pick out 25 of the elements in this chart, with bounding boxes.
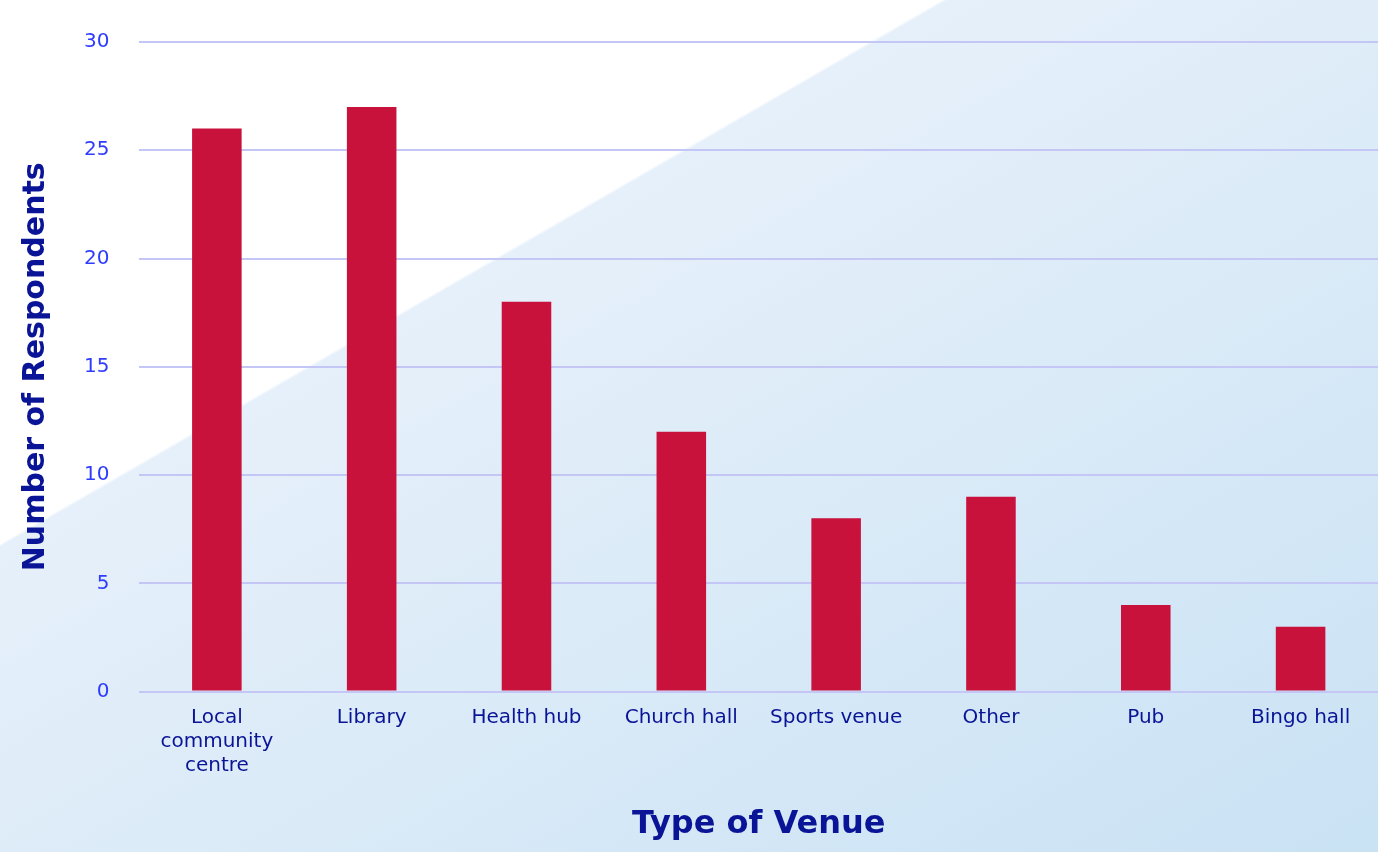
bar <box>501 301 552 691</box>
y-tick-label: 20 <box>84 244 110 269</box>
bar <box>1275 626 1326 691</box>
x-tick-label: Health hub <box>471 703 582 728</box>
y-tick-label: 5 <box>96 569 110 594</box>
x-tick-label: Church hall <box>624 703 738 728</box>
y-tick-label: 30 <box>84 28 110 53</box>
bar <box>656 431 707 691</box>
x-tick-label: Sports venue <box>770 703 903 728</box>
y-tick-label: 10 <box>84 461 110 486</box>
bar <box>192 128 242 691</box>
bar <box>966 496 1016 691</box>
x-tick-label: Local community centre <box>160 703 274 776</box>
y-tick-label: 0 <box>96 677 110 702</box>
x-tick-label: Library <box>336 703 407 728</box>
x-tick-label: Bingo hall <box>1250 703 1351 728</box>
x-tick-label: Pub <box>1127 703 1165 728</box>
y-tick-label: 25 <box>84 136 110 161</box>
x-axis-title: Type of Venue <box>631 803 886 842</box>
bar <box>346 106 397 691</box>
y-axis-title: Number of Respondents <box>15 162 51 572</box>
bar <box>1121 604 1171 691</box>
y-tick-label: 15 <box>84 353 110 377</box>
x-tick-label: Other <box>962 703 1021 728</box>
bar <box>811 518 861 691</box>
